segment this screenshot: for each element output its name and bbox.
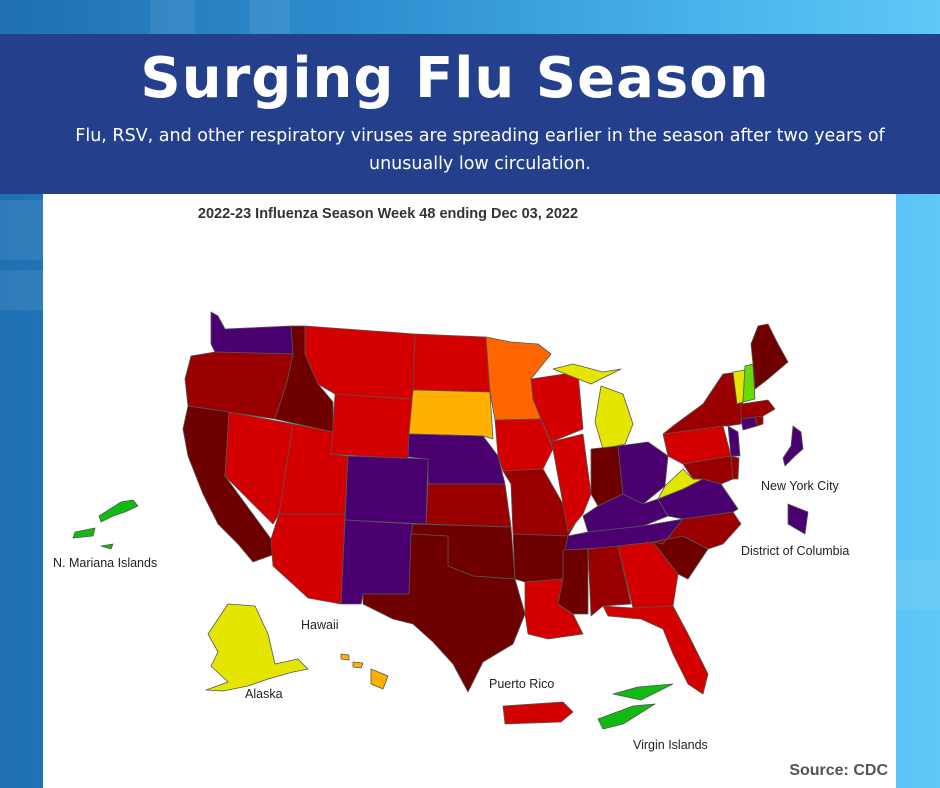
header-banner: Surging Flu Season Flu, RSV, and other r… [0, 34, 940, 194]
state-alabama[interactable] [587, 545, 632, 617]
state-massachusetts[interactable] [740, 399, 776, 420]
state-wyoming[interactable] [330, 393, 414, 460]
region-hawaii-islands[interactable] [340, 653, 364, 669]
state-new-mexico[interactable] [340, 519, 414, 605]
background-tile [0, 270, 43, 310]
state-texas[interactable] [362, 533, 526, 693]
state-arizona[interactable] [270, 513, 346, 605]
region-alaska[interactable] [205, 603, 309, 692]
state-georgia[interactable] [617, 541, 679, 609]
state-kansas[interactable] [425, 483, 512, 528]
state-north-dakota[interactable] [412, 333, 491, 393]
region-n-mariana-islands[interactable] [72, 499, 139, 550]
region-new-york-city[interactable] [782, 425, 804, 467]
region-hawaii[interactable] [370, 668, 389, 690]
map-title: 2022-23 Influenza Season Week 48 ending … [197, 206, 579, 222]
state-michigan[interactable] [594, 385, 634, 450]
state-new-jersey[interactable] [727, 425, 741, 457]
state-missouri[interactable] [502, 468, 576, 537]
background-tile [250, 0, 290, 34]
state-arkansas[interactable] [512, 533, 569, 583]
label-district-of-columbia: District of Columbia [741, 544, 850, 558]
state-nevada[interactable] [224, 411, 294, 525]
label-hawaii: Hawaii [301, 618, 339, 632]
label-virgin-islands: Virgin Islands [633, 738, 708, 752]
state-florida[interactable] [602, 605, 709, 695]
label-puerto-rico: Puerto Rico [489, 677, 555, 691]
page-subtitle: Flu, RSV, and other respiratory viruses … [75, 126, 885, 174]
state-new-york[interactable] [662, 371, 744, 435]
state-illinois[interactable] [550, 433, 592, 533]
label-alaska: Alaska [245, 687, 283, 701]
state-delaware[interactable] [730, 455, 740, 480]
state-colorado[interactable] [344, 455, 429, 525]
state-new-hampshire[interactable] [742, 363, 756, 403]
state-maine[interactable] [750, 323, 789, 390]
state-washington[interactable] [210, 311, 294, 355]
source-credit: Source: CDC [789, 762, 888, 779]
background-tile [0, 200, 43, 260]
region-district-of-columbia[interactable] [787, 503, 809, 535]
label-new-york-city: New York City [761, 479, 839, 493]
state-michigan-upper[interactable] [552, 363, 622, 385]
background-tile [896, 560, 940, 610]
label-n-mariana-islands: N. Mariana Islands [53, 556, 158, 570]
region-puerto-rico[interactable] [502, 701, 574, 725]
map-panel: 2022-23 Influenza Season Week 48 ending … [43, 194, 896, 788]
page-title: Surging Flu Season [140, 46, 770, 111]
region-virgin-islands[interactable] [597, 683, 674, 730]
us-flu-activity-map [72, 311, 809, 730]
state-south-dakota[interactable] [408, 389, 494, 440]
background-tile [150, 0, 195, 34]
